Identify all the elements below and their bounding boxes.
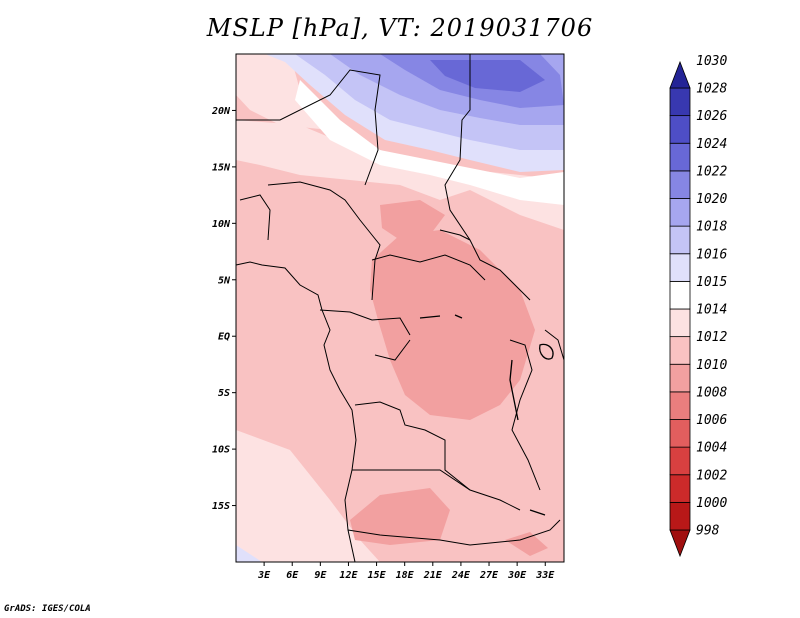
zambia-border: [352, 469, 521, 511]
colorbar-segment: [669, 170, 691, 199]
field-1010-congo: [370, 230, 535, 420]
colorbar-label: 1022: [696, 164, 727, 179]
colorbar-label: 1020: [696, 192, 727, 207]
colorbar-segment: [669, 280, 691, 310]
lakes: [419, 314, 554, 516]
colorbar-label: 1000: [696, 496, 727, 511]
lat-tick-label: 5S: [218, 388, 230, 399]
lon-tick-label: 33E: [535, 570, 555, 581]
colorbar-label: 998: [696, 524, 720, 539]
colorbar-segment: [669, 419, 691, 448]
congo-border: [319, 309, 411, 336]
colorbar-segment: [669, 225, 691, 255]
colorbar-segment: [669, 529, 691, 558]
lon-tick-label: 3E: [257, 570, 271, 581]
lon-tick-label: 18E: [396, 570, 415, 581]
field-1010-southeast: [505, 532, 548, 556]
colorbar-label: 1008: [696, 385, 727, 400]
map-title: MSLP [hPa], VT: 2019031706: [206, 14, 594, 42]
chad-border: [439, 229, 471, 241]
west-coastline: [235, 261, 357, 563]
country-borders: [235, 54, 565, 563]
field-1024-north: [430, 60, 545, 92]
field-1010-southern: [350, 488, 450, 545]
pressure-field: [236, 54, 564, 562]
kenya-border: [544, 329, 565, 361]
lat-tick-label: 10S: [212, 445, 230, 456]
lake-tanganyika: [509, 359, 519, 421]
colorbar-segment: [669, 142, 691, 172]
lat-tick-label: EQ: [218, 332, 230, 343]
lat-tick-label: 15N: [212, 162, 231, 173]
lon-tick-label: 12E: [339, 570, 358, 581]
colorbar-label: 1015: [696, 275, 727, 290]
grads-credit: GrADS: IGES/COLA: [4, 604, 91, 614]
colorbar-label: 1024: [696, 137, 727, 152]
colorbar-label: 1026: [696, 109, 727, 124]
field-1016-southwest: [236, 545, 262, 562]
colorbar-label: 1004: [696, 441, 727, 456]
nigeria-border: [267, 181, 381, 301]
lon-tick-label: 6E: [286, 570, 299, 581]
latitude-axis: 20N 15N 10N 5N EQ 5S 10S 15S: [211, 106, 236, 512]
colorbar-segment: [669, 336, 691, 365]
colorbar-segment: [669, 60, 691, 89]
field-1015-band: [295, 80, 564, 205]
colorbar-label: 1016: [696, 247, 727, 262]
plot-frame: [235, 53, 565, 563]
colorbar-segment: [669, 87, 691, 117]
east-africa-border: [509, 339, 541, 491]
lon-tick-label: 9E: [314, 570, 327, 581]
colorbar-segment: [669, 474, 691, 503]
colorbar-segment: [669, 501, 691, 531]
sudan-border: [444, 54, 531, 301]
colorbar-segment: [669, 115, 691, 144]
field-1014-sahel: [236, 120, 564, 230]
field-1014-southwest: [236, 430, 380, 562]
colorbar-label: 1028: [696, 82, 727, 97]
colorbar-segment: [669, 446, 691, 476]
west-africa-border: [239, 194, 271, 241]
drc-border: [374, 339, 411, 361]
lat-tick-label: 5N: [218, 275, 231, 286]
colorbar-segment: [669, 363, 691, 393]
colorbar-segment: [669, 308, 691, 338]
lon-tick-label: 24E: [451, 570, 471, 581]
car-border: [371, 254, 486, 281]
congo-river: [419, 314, 463, 319]
lat-tick-label: 15S: [212, 501, 230, 512]
field-1010-chad: [380, 200, 445, 240]
lon-tick-label: 30E: [507, 570, 527, 581]
lat-tick-label: 10N: [212, 219, 231, 230]
colorbar-label: 1002: [696, 468, 727, 483]
colorbar-segment: [669, 253, 691, 282]
northern-borders: [236, 69, 381, 186]
colorbar-label: 1030: [696, 54, 727, 69]
lat-tick-label: 20N: [211, 106, 231, 117]
colorbar-label: 1018: [696, 220, 727, 235]
southern-border: [347, 519, 561, 546]
lon-tick-label: 15E: [368, 570, 387, 581]
colorbar-label: 1010: [696, 358, 727, 373]
angola-border: [354, 401, 471, 491]
colorbar-label: 1014: [696, 303, 727, 318]
longitude-axis: 3E 6E 9E 12E 15E 18E 21E 24E 27E 30E 33E: [257, 562, 555, 581]
colorbar-segment: [669, 198, 691, 227]
colorbar-label: 1012: [696, 330, 727, 345]
colorbar: 998 1000 1002 1004 1006 1008 1010 1012 1014 1015 1…: [669, 54, 727, 558]
colorbar-label: 1006: [696, 413, 727, 428]
colorbar-segment: [669, 391, 691, 420]
lon-tick-label: 21E: [423, 570, 443, 581]
lake-victoria: [539, 343, 554, 360]
lon-tick-label: 27E: [479, 570, 499, 581]
lake-malawi: [529, 509, 546, 516]
